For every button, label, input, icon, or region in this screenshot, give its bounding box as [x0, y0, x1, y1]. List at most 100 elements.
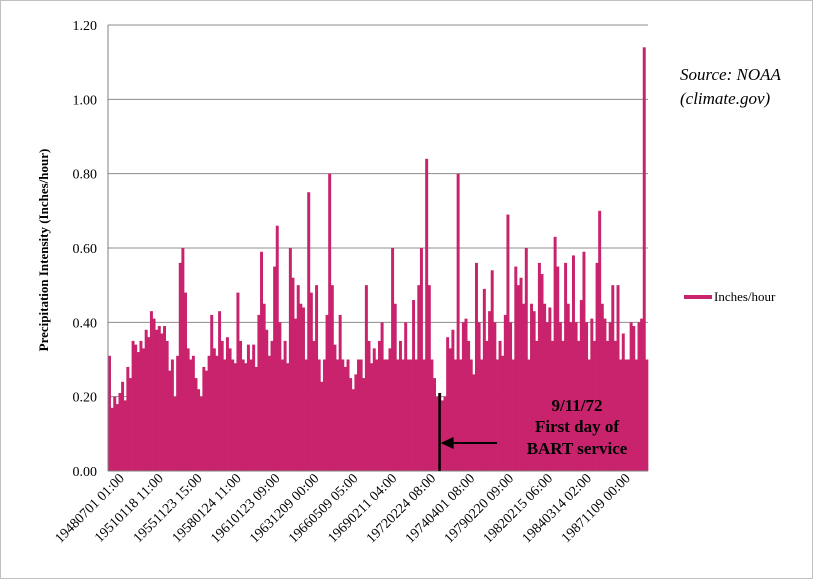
bar — [396, 359, 400, 471]
bar — [113, 396, 117, 471]
bar — [338, 314, 342, 471]
bar — [160, 333, 164, 471]
bar — [194, 378, 198, 471]
bar — [406, 359, 410, 471]
bar — [443, 396, 447, 471]
bar — [427, 285, 431, 471]
bar — [139, 340, 143, 471]
bar — [501, 355, 505, 471]
y-tick-label: 0.40 — [73, 316, 98, 331]
y-tick-label: 0.60 — [73, 242, 98, 257]
x-tick-label: 19660509 05:00 — [286, 471, 361, 546]
bar — [184, 292, 187, 471]
bar — [598, 210, 602, 472]
bar — [404, 322, 408, 471]
bar — [343, 366, 347, 471]
bar — [320, 381, 324, 471]
annotation-line-1: 9/11/72 — [551, 396, 602, 415]
axes — [107, 25, 648, 472]
bar — [506, 214, 510, 472]
annotation-line-2: First day of — [535, 417, 619, 436]
bar — [115, 404, 119, 471]
bar — [333, 344, 337, 471]
bar — [574, 322, 578, 471]
bar — [522, 303, 526, 471]
bar — [149, 311, 153, 471]
bar — [503, 314, 507, 471]
bar — [556, 266, 560, 471]
bar — [330, 285, 334, 471]
bar — [391, 248, 395, 471]
x-tick-label: 19551123 15:00 — [131, 471, 206, 546]
source-line-2: (climate.gov) — [680, 89, 770, 108]
bar — [218, 311, 222, 471]
bar — [433, 378, 437, 471]
bart-annotation: 9/11/72 First day of BART service — [438, 392, 628, 471]
bar — [278, 322, 282, 471]
bar — [472, 374, 476, 471]
bar — [262, 303, 266, 471]
bar — [241, 359, 245, 471]
bar — [461, 322, 465, 471]
bar — [621, 333, 625, 471]
bar — [425, 158, 429, 472]
bar — [451, 329, 455, 471]
bar — [123, 400, 127, 471]
bar — [155, 329, 159, 471]
x-tick-label: 19631209 00:00 — [247, 471, 322, 546]
bar — [257, 314, 261, 471]
bar — [495, 359, 499, 471]
bar — [383, 359, 387, 471]
bar — [191, 355, 195, 471]
bar — [202, 366, 206, 471]
bar — [548, 307, 552, 471]
bar — [168, 370, 172, 471]
bar — [532, 311, 536, 471]
bar — [595, 262, 599, 471]
bar — [144, 329, 148, 471]
bar — [456, 173, 460, 471]
y-tick-label: 0.20 — [73, 391, 98, 406]
bar — [619, 359, 623, 471]
bar — [286, 363, 290, 471]
bar — [228, 348, 232, 471]
bar — [372, 348, 376, 471]
bar — [118, 392, 122, 471]
bar — [467, 340, 471, 471]
bar — [606, 340, 610, 471]
bar — [260, 251, 264, 471]
bar — [553, 236, 557, 471]
bar — [301, 307, 305, 471]
x-tick-label: 19740401 08:00 — [403, 471, 478, 546]
bar — [291, 277, 295, 471]
bar — [551, 340, 554, 471]
bar — [543, 303, 547, 471]
annotation-line-3: BART service — [527, 439, 628, 458]
x-tick-label: 19510118 11:00 — [92, 471, 167, 546]
bar — [275, 225, 279, 471]
bar — [498, 340, 502, 471]
x-tick-label: 19580124 11:00 — [170, 471, 245, 546]
bar — [398, 340, 402, 471]
bar — [440, 400, 444, 471]
bar — [239, 340, 243, 471]
y-tick-label: 1.20 — [73, 19, 98, 34]
bar — [197, 389, 201, 471]
bar — [516, 285, 520, 471]
bar — [511, 359, 515, 471]
bar — [223, 359, 227, 471]
y-axis-label: Precipitation Intensity (Inches/hour) — [36, 149, 51, 352]
bar — [637, 322, 641, 471]
bar — [587, 359, 591, 471]
bar — [325, 314, 329, 471]
bar — [419, 248, 423, 471]
bar — [364, 285, 368, 471]
bar — [627, 359, 631, 471]
x-tick-label: 19871109 00:00 — [559, 471, 634, 546]
bar — [592, 340, 596, 471]
bar — [493, 322, 497, 471]
bar — [207, 355, 211, 471]
bar — [388, 348, 392, 471]
